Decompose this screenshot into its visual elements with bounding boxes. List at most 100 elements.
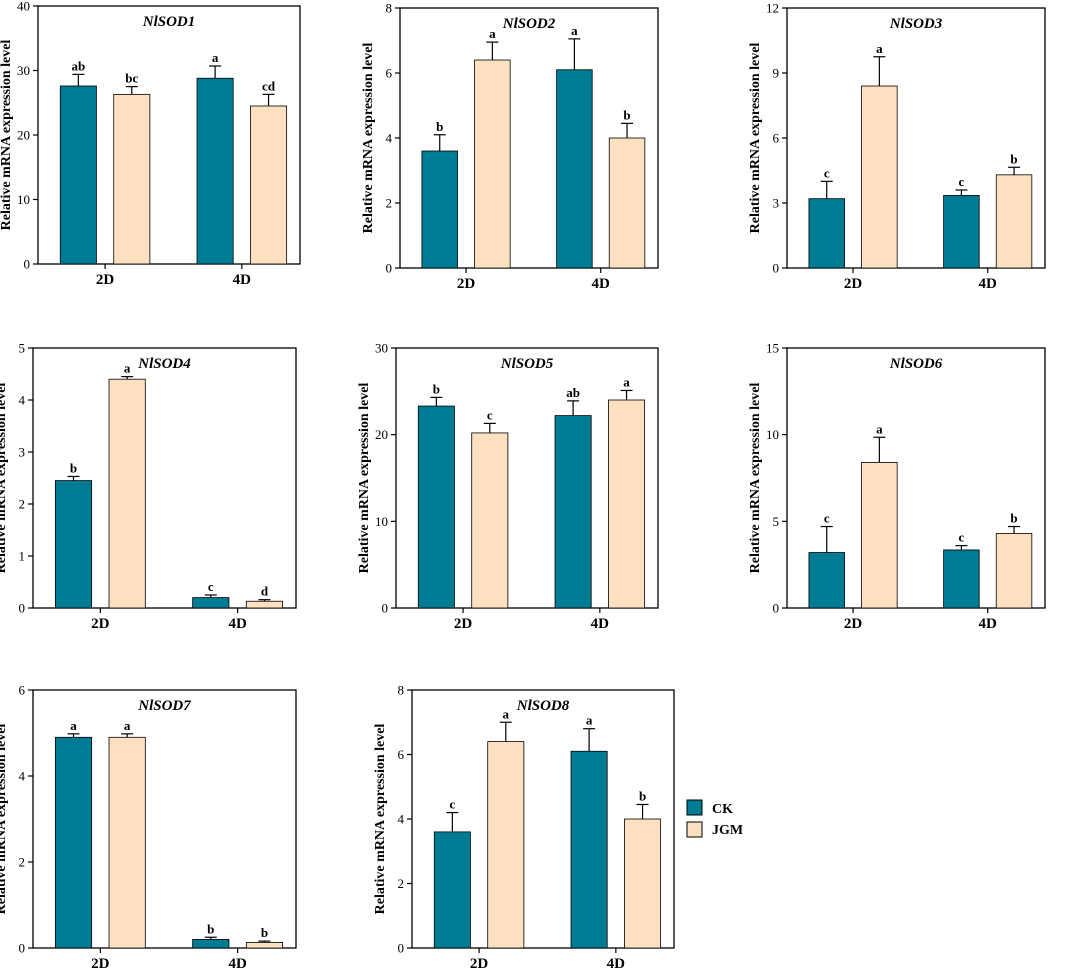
x-tick-label: 4D <box>228 956 247 972</box>
chart-panel: 0 2 4 6 Relative mRNA expression level NlSOD7… <box>0 683 297 972</box>
bar-jgm <box>995 533 1033 609</box>
y-tick-label: 30 <box>375 341 388 356</box>
significance-label: a <box>876 41 883 56</box>
bar-jgm <box>108 736 146 949</box>
x-tick-label: 2D <box>91 956 110 972</box>
bar-ck <box>421 150 458 269</box>
significance-label: b <box>70 460 77 475</box>
bar-ck <box>943 549 980 609</box>
x-tick-label: 2D <box>844 276 863 292</box>
chart-panel: 0 5 10 15 Relative mRNA expression level NlSO… <box>748 341 1046 632</box>
significance-label: c <box>824 165 830 180</box>
y-axis-label: Relative mRNA expression level <box>361 43 376 234</box>
y-tick-label: 2 <box>398 876 405 891</box>
significance-label: c <box>959 530 965 545</box>
y-tick-label: 0 <box>773 601 780 616</box>
panel-title: NlSOD2 <box>502 16 556 32</box>
x-tick-label: 2D <box>457 276 476 292</box>
y-axis-label: Relative mRNA expression level <box>0 40 14 231</box>
significance-label: c <box>208 579 214 594</box>
bar-ck <box>554 415 592 609</box>
y-tick-label: 30 <box>17 63 30 78</box>
y-tick-label: 2 <box>19 855 26 870</box>
x-tick-label: 4D <box>979 276 998 292</box>
x-tick-label: 4D <box>607 956 626 972</box>
panel-title: NlSOD7 <box>137 698 191 714</box>
y-tick-label: 0 <box>382 601 389 616</box>
y-tick-label: 0 <box>19 941 26 956</box>
plot-frame <box>32 689 297 949</box>
y-tick-label: 4 <box>19 769 26 784</box>
y-tick-label: 6 <box>398 747 405 762</box>
chart-panel: 0 10 20 30 40 Relative mRNA expression level N… <box>0 0 301 288</box>
y-tick-label: 1 <box>19 549 26 564</box>
bar-ck <box>192 939 230 949</box>
bar-ck <box>808 552 845 609</box>
y-tick-label: 0 <box>386 261 393 276</box>
significance-label: a <box>503 706 510 721</box>
panel-title: NlSOD3 <box>889 16 943 32</box>
y-axis-label: Relative mRNA expression level <box>0 724 9 915</box>
significance-label: b <box>261 925 268 940</box>
panel-title: NlSOD8 <box>516 698 570 714</box>
x-tick-label: 2D <box>844 616 863 632</box>
bar-jgm <box>471 432 509 609</box>
y-tick-label: 10 <box>375 514 388 529</box>
bar-ck <box>54 736 93 949</box>
y-tick-label: 9 <box>773 66 780 81</box>
y-tick-label: 5 <box>773 514 780 529</box>
x-tick-label: 2D <box>470 956 489 972</box>
legend-label-ck: CK <box>712 802 733 817</box>
bar-ck <box>54 480 93 609</box>
y-tick-label: 15 <box>766 341 779 356</box>
significance-label: a <box>212 50 219 65</box>
bar-jgm <box>245 942 283 949</box>
bar-ck <box>417 405 455 609</box>
significance-label: a <box>876 421 883 436</box>
y-tick-label: 12 <box>766 1 779 16</box>
significance-label: d <box>261 584 269 599</box>
significance-label: a <box>623 374 630 389</box>
significance-label: a <box>70 718 77 733</box>
bar-jgm <box>861 85 898 269</box>
significance-label: bc <box>125 71 138 86</box>
bar-jgm <box>608 399 646 609</box>
legend-label-jgm: JGM <box>712 823 743 838</box>
bar-ck <box>59 85 97 265</box>
significance-label: b <box>207 921 214 936</box>
legend: CK JGM <box>686 799 743 838</box>
bar-jgm <box>474 59 511 269</box>
y-tick-label: 5 <box>19 341 26 356</box>
y-tick-label: 8 <box>386 1 393 16</box>
significance-label: b <box>623 107 630 122</box>
y-axis-label: Relative mRNA expression level <box>748 43 763 234</box>
bar-ck <box>943 195 980 269</box>
significance-label: b <box>433 381 440 396</box>
panel-title: NlSOD5 <box>500 356 554 372</box>
plot-frame <box>32 347 297 609</box>
significance-label: c <box>487 407 493 422</box>
y-tick-label: 8 <box>398 683 405 698</box>
significance-label: c <box>824 511 830 526</box>
y-axis-label: Relative mRNA expression level <box>373 724 388 915</box>
y-tick-label: 0 <box>24 257 31 272</box>
legend-swatch-ck <box>686 799 703 816</box>
y-axis-label: Relative mRNA expression level <box>748 383 763 574</box>
bar-jgm <box>487 741 525 949</box>
bar-ck <box>433 831 471 949</box>
y-tick-label: 40 <box>17 0 30 14</box>
significance-label: a <box>124 361 131 376</box>
significance-label: c <box>449 797 455 812</box>
y-tick-label: 2 <box>19 497 26 512</box>
x-tick-label: 2D <box>454 616 473 632</box>
bar-ck <box>192 597 230 609</box>
y-tick-label: 6 <box>773 131 780 146</box>
bar-jgm <box>108 378 146 609</box>
bar-jgm <box>250 105 288 265</box>
panel-title: NlSOD1 <box>142 14 196 30</box>
y-tick-label: 0 <box>773 261 780 276</box>
chart-panel: 0 10 20 30 Relative mRNA expression level NlS… <box>357 341 659 632</box>
y-tick-label: 6 <box>19 683 26 698</box>
y-tick-label: 0 <box>19 601 26 616</box>
